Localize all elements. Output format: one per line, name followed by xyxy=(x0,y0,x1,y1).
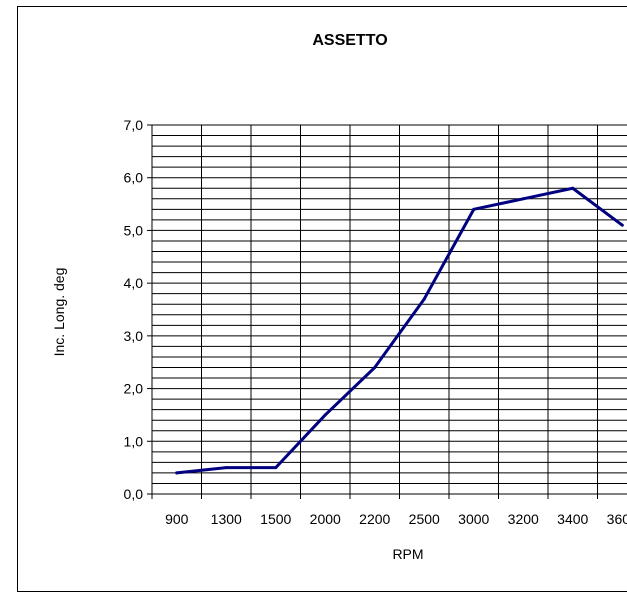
data-point xyxy=(224,466,228,470)
x-tick-label: 3000 xyxy=(458,511,489,527)
x-tick-label: 2500 xyxy=(409,511,440,527)
data-point xyxy=(373,365,377,369)
data-point xyxy=(422,297,426,301)
x-tick-label: 2000 xyxy=(310,511,341,527)
y-tick-label: 4,0 xyxy=(124,275,144,291)
y-tick-label: 2,0 xyxy=(124,381,144,397)
x-tick-label: 3200 xyxy=(508,511,539,527)
y-tick-label: 7,0 xyxy=(124,117,144,133)
data-point xyxy=(274,466,278,470)
data-point xyxy=(472,207,476,211)
data-point xyxy=(620,223,624,227)
x-tick-label: 2200 xyxy=(359,511,390,527)
x-tick-label: 3400 xyxy=(557,511,588,527)
data-point xyxy=(571,186,575,190)
series-line xyxy=(175,186,624,475)
x-tick-label: 1300 xyxy=(211,511,242,527)
data-point xyxy=(175,471,179,475)
x-tick-label: 1500 xyxy=(260,511,291,527)
y-tick-label: 0,0 xyxy=(124,486,144,502)
x-tick-label: 900 xyxy=(165,511,189,527)
y-tick-label: 1,0 xyxy=(124,433,144,449)
x-tick-label: 3600 xyxy=(607,511,627,527)
chart-title: ASSETTO xyxy=(312,32,388,49)
y-tick-label: 6,0 xyxy=(124,170,144,186)
x-axis-label: RPM xyxy=(392,546,424,562)
y-tick-label: 5,0 xyxy=(124,222,144,238)
data-point xyxy=(323,413,327,417)
y-tick-label: 3,0 xyxy=(124,328,144,344)
data-point xyxy=(521,197,525,201)
